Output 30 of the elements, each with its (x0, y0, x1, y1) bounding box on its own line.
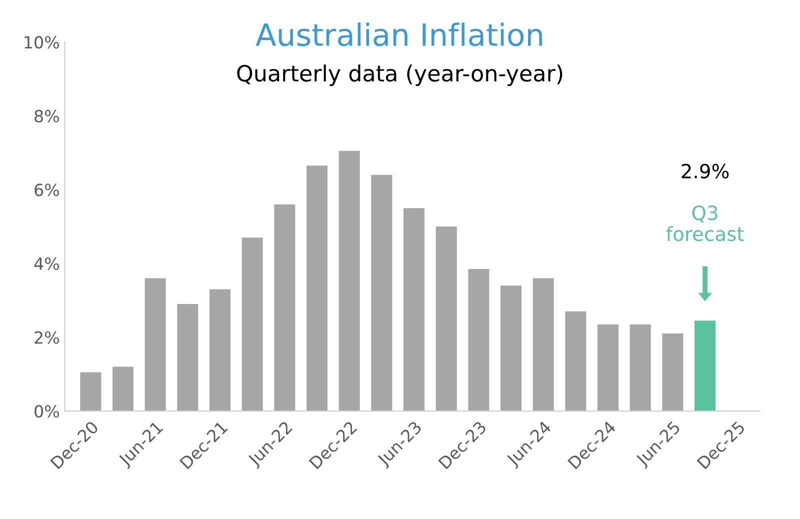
y-tick-label: 6% (34, 184, 60, 196)
bar (177, 304, 198, 412)
bar (436, 226, 457, 412)
bar (694, 320, 716, 412)
chart-title: Australian Inflation (256, 22, 542, 46)
bar (500, 286, 522, 412)
bar (306, 166, 328, 412)
y-tick-label: 0% (34, 405, 60, 418)
bar (242, 238, 263, 412)
bar (112, 366, 134, 412)
y-tick-label: 2% (34, 331, 60, 344)
text: Quarterly data (year-on-year) (237, 64, 562, 86)
bar (598, 324, 619, 412)
bar (144, 278, 166, 412)
bar (532, 278, 554, 412)
annotation: Q3 forecast (666, 205, 744, 242)
bar (80, 372, 102, 412)
bar (274, 204, 296, 412)
bar (338, 150, 360, 412)
y-tick-label: 10% (24, 36, 60, 49)
bar (630, 324, 651, 412)
annotation: 2.9% (682, 164, 729, 178)
bar (210, 289, 231, 412)
bar (468, 268, 490, 412)
y-tick-label: 4% (34, 257, 60, 270)
bar (662, 334, 684, 412)
bar (371, 174, 392, 412)
bar (404, 208, 425, 412)
y-tick-label: 8% (34, 110, 60, 122)
bar (565, 311, 586, 412)
